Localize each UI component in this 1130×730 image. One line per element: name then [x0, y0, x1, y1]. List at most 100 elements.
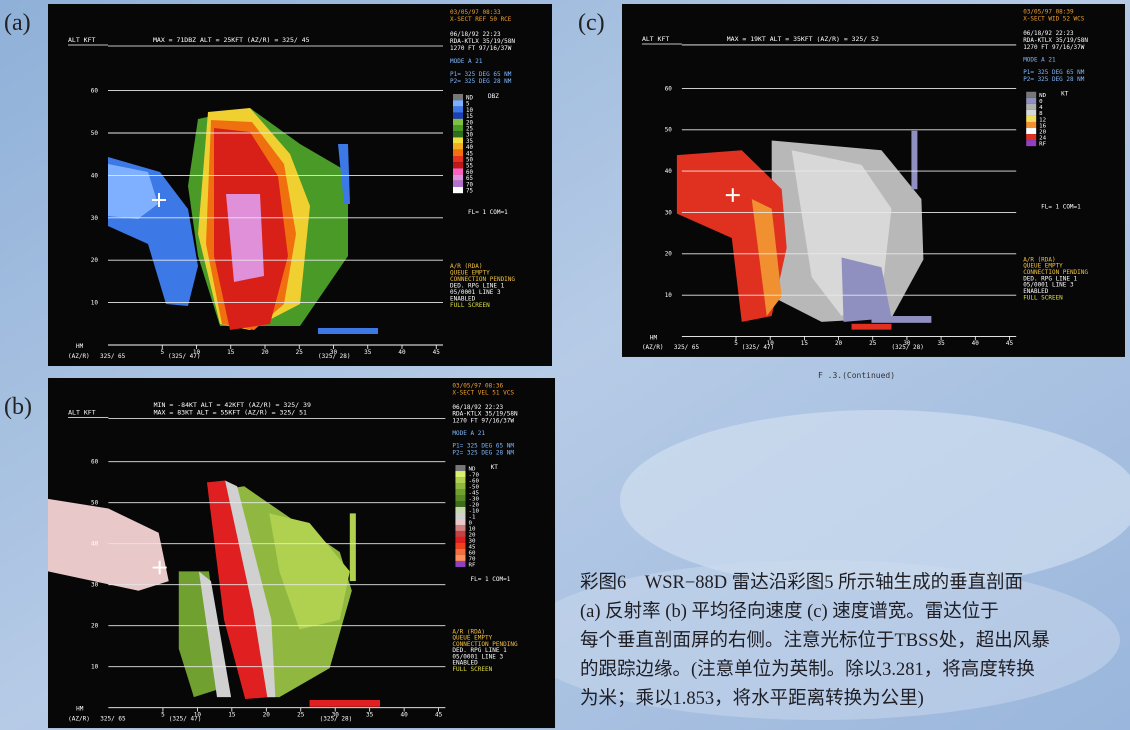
axis-label: ALT KFT: [68, 409, 96, 417]
legend-swatch: [453, 119, 463, 125]
legend-swatch: [455, 525, 465, 531]
y-tick-label: 10: [91, 300, 99, 307]
radar-panel: ALT KFTMIN = -84KT ALT = 42KFT (AZ/R) = …: [48, 378, 555, 728]
header: MAX = 19KT ALT = 35KFT (AZ/R) = 325/ 52: [727, 35, 879, 43]
legend-label: 20: [466, 120, 473, 126]
status-line: ENABLED: [452, 661, 478, 667]
x-tick-label: 15: [227, 349, 235, 356]
legend-swatch: [455, 495, 465, 501]
y-tick-label: 30: [91, 583, 99, 589]
info-line: 03/05/97 08:33: [450, 9, 501, 16]
page-body: { "panels": [ { "label": "(a)", "axis_la…: [0, 0, 1130, 730]
info-line: P1= 325 DEG 65 NM: [450, 71, 512, 78]
status-line: QUEUE EMPTY: [452, 636, 492, 642]
y-tick-label: 50: [665, 128, 673, 134]
y-tick-label: 10: [665, 293, 673, 299]
info-line: X-SECT WID 52 WCS: [1023, 17, 1085, 23]
legend-swatch: [1026, 134, 1036, 140]
legend-swatch: [453, 94, 463, 100]
legend-swatch: [1026, 122, 1036, 128]
x-tick-label: 35: [366, 713, 374, 719]
status-line: A/R (RDA): [452, 629, 485, 635]
y-tick-label: 20: [91, 624, 99, 630]
legend-swatch: [455, 513, 465, 519]
status-line: CONNECTION PENDING: [452, 642, 518, 648]
status-line: 05/0001 LINE 3: [452, 655, 503, 661]
fl-line: FL= 1 COM=1: [1041, 205, 1081, 211]
status-line: 05/0001 LINE 3: [1023, 283, 1074, 289]
legend-swatch: [455, 549, 465, 555]
legend-unit: KT: [1061, 92, 1069, 98]
bottom-label: (325/ 28): [320, 716, 353, 722]
legend-swatch: [455, 465, 465, 471]
status-line: A/R (RDA): [1023, 257, 1055, 263]
x-tick-label: 15: [228, 713, 236, 719]
y-tick-label: 10: [91, 665, 99, 671]
legend-label: 15: [466, 114, 473, 120]
bottom-label: (325/ 47): [168, 353, 201, 360]
panel-label: (b): [4, 394, 32, 420]
y-tick-label: 50: [91, 501, 99, 507]
legend-swatch: [455, 501, 465, 507]
info-line: 1270 FT 97/16/37W: [1023, 45, 1085, 51]
legend-swatch: [453, 175, 463, 181]
legend-label: 75: [466, 189, 473, 195]
y-tick-label: 60: [91, 88, 99, 95]
legend-swatch: [1026, 116, 1036, 122]
info-line: 06/18/92 22:23: [452, 405, 503, 411]
info-line: 03/05/97 08:39: [1023, 10, 1074, 16]
info-line: P2= 325 DEG 28 NM: [1023, 77, 1085, 83]
info-line: 1270 FT 97/16/37W: [450, 45, 512, 52]
status-line: DED. RPG LINE 1: [452, 648, 507, 654]
legend-label: 55: [466, 164, 473, 170]
legend-label: 45: [466, 151, 473, 157]
fl-line: FL= 1 COM=1: [468, 209, 508, 216]
legend-swatch: [455, 507, 465, 513]
bottom-label: (325/ 47): [742, 345, 774, 351]
legend-label: 8: [1039, 111, 1043, 117]
bottom-label: HM: [76, 343, 84, 350]
y-tick-label: 50: [91, 130, 99, 137]
legend-label: 0: [1039, 99, 1043, 105]
fl-line: FL= 1 COM=1: [471, 577, 511, 583]
x-tick-label: 25: [869, 341, 877, 347]
legend-label: 50: [466, 158, 473, 164]
legend-swatch: [453, 144, 463, 150]
x-tick-label: 40: [398, 349, 406, 356]
legend-label: -20: [469, 502, 480, 508]
legend-label: 10: [466, 108, 473, 114]
info-line: MODE A 21: [452, 431, 485, 437]
x-tick-label: 45: [1006, 341, 1014, 347]
bottom-label: 325/ 65: [100, 353, 126, 360]
info-line: P1= 325 DEG 65 NM: [452, 444, 514, 450]
legend-swatch: [455, 471, 465, 477]
x-tick-label: 45: [435, 713, 443, 719]
legend-label: 60: [466, 170, 473, 176]
legend-label: 12: [1039, 117, 1046, 123]
legend-label: 5: [466, 102, 470, 108]
caption-line: 的跟踪边缘。(注意单位为英制。除以3.281，将高度转换: [580, 659, 1035, 680]
legend-swatch: [1026, 110, 1036, 116]
y-tick-label: 60: [665, 86, 673, 92]
legend-swatch: [453, 156, 463, 162]
legend-label: 16: [1039, 123, 1047, 129]
legend-swatch: [455, 519, 465, 525]
legend-swatch: [1026, 92, 1036, 98]
legend-swatch: [453, 181, 463, 187]
info-line: P2= 325 DEG 28 NM: [450, 78, 512, 85]
info-line: X-SECT VEL 51 VCS: [452, 391, 514, 397]
x-tick-label: 35: [938, 341, 946, 347]
info-line: 03/05/97 08:36: [452, 384, 503, 390]
bottom-label: (325/ 47): [169, 716, 202, 722]
caption-line: 彩图6 WSR−88D 雷达沿彩图5 所示轴生成的垂直剖面: [580, 572, 1023, 593]
radar-panel: ALT KFTMAX = 19KT ALT = 35KFT (AZ/R) = 3…: [622, 4, 1125, 357]
legend-swatch: [455, 561, 465, 567]
x-tick-label: 15: [801, 341, 809, 347]
bottom-label: 325/ 65: [100, 716, 126, 722]
legend-swatch: [453, 125, 463, 131]
legend-unit: DBZ: [488, 93, 499, 100]
figure-page: (a) (b) (c) ALT KFTMAX = 71DBZ ALT = 25K…: [0, 0, 1130, 730]
legend-swatch: [453, 168, 463, 174]
status-line: FULL SCREEN: [1023, 295, 1063, 301]
legend-label: 70: [469, 556, 477, 562]
